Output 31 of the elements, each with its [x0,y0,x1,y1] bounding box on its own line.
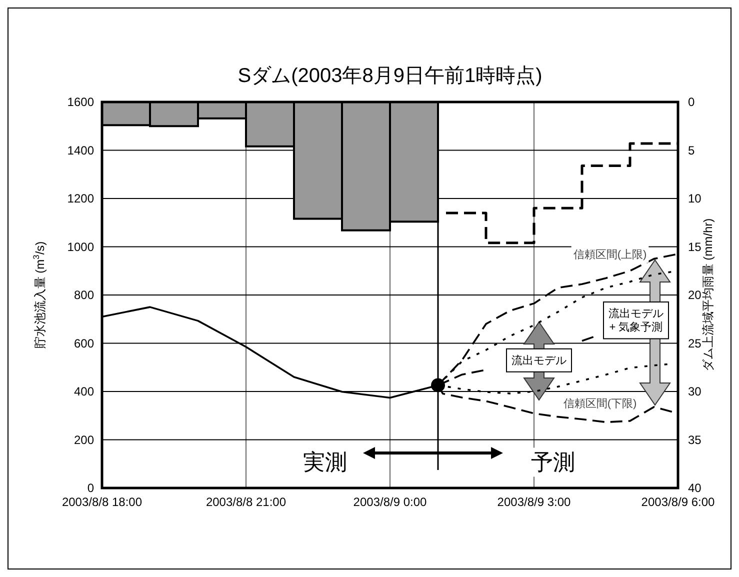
annotation: 流出モデル + 気象予測 [608,306,664,334]
x-tick-label: 2003/8/8 18:00 [62,495,142,509]
y-tick-label: 1400 [67,143,94,158]
y2-tick-label: 40 [688,481,702,495]
x-tick-label: 2003/8/8 21:00 [206,495,286,509]
y-tick-label: 800 [74,288,94,302]
y2-tick-label: 10 [688,192,702,206]
y-tick-label: 600 [74,336,94,350]
annotation: 実測 [303,450,347,475]
y2-tick-label: 0 [688,95,695,109]
x-tick-label: 2003/8/9 3:00 [497,495,572,509]
chart-title: Sダム(2003年8月9日午前1時時点) [238,65,542,87]
y-tick-label: 1000 [67,240,94,254]
y2-tick-label: 5 [688,143,695,158]
y-tick-label: 0 [87,481,94,495]
y2-tick-label: 25 [688,336,702,350]
y-tick-label: 1200 [67,192,94,206]
annotation: 流出モデル [512,354,566,367]
y-tick-label: 200 [74,432,94,447]
y2-tick-label: 15 [688,240,702,254]
y2-tick-label: 35 [688,432,702,447]
y2-tick-label: 20 [688,288,702,302]
annotation: 予測 [531,450,575,475]
annotation: 信頼区間(下限) [563,398,637,410]
x-tick-label: 2003/8/9 6:00 [641,495,716,509]
y-tick-label: 400 [74,384,94,398]
y2-axis-title: ダム上流域平均雨量 (mm/hr) [701,218,715,372]
y2-tick-label: 30 [688,384,702,398]
annotation: 信頼区間(上限) [573,248,647,261]
y-tick-label: 1600 [67,95,94,109]
x-tick-label: 2003/8/9 0:00 [353,495,428,509]
